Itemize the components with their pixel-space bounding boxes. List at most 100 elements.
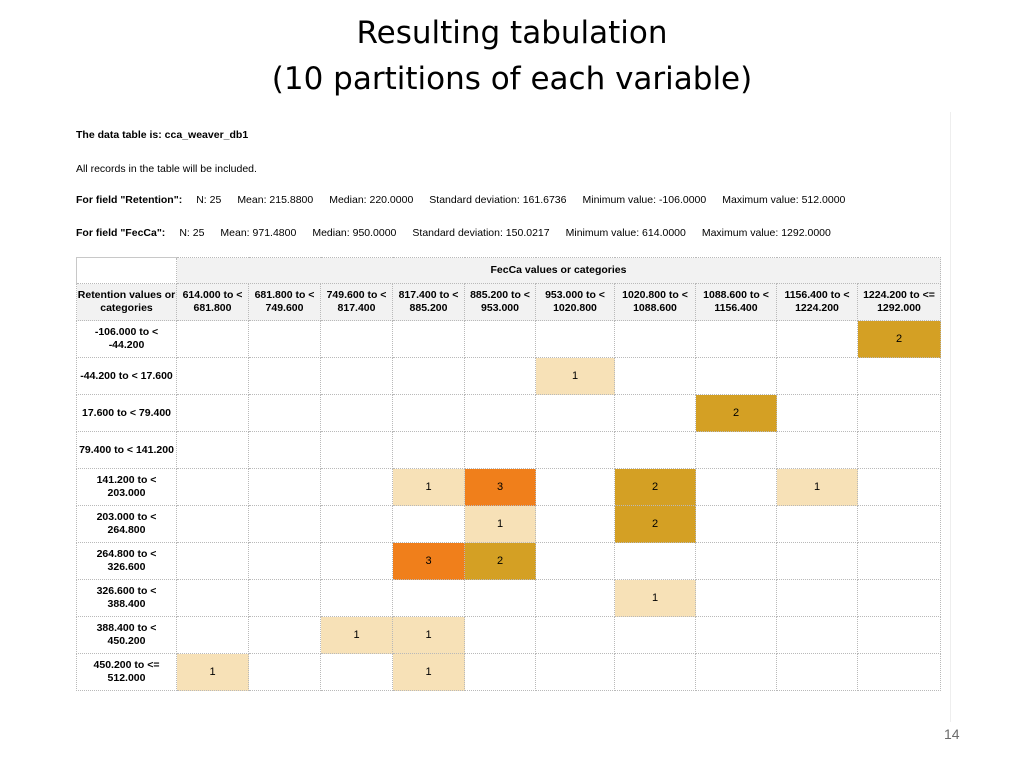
count-cell: 1: [776, 468, 858, 506]
count-cell: [857, 431, 941, 469]
fecca-stats: For field "FecCa": N: 25 Mean: 971.4800 Med…: [76, 227, 847, 239]
column-header-row: Retention values or categories 614.000 t…: [76, 283, 941, 321]
data-table-line: The data table is: cca_weaver_db1: [76, 129, 262, 141]
count-cell: [695, 468, 777, 506]
count-cell: [464, 579, 536, 617]
count-cell: [176, 394, 249, 432]
count-cell: [320, 579, 393, 617]
count-cell: [776, 616, 858, 654]
count-cell: [776, 505, 858, 543]
count-cell: [248, 505, 321, 543]
count-cell: [776, 579, 858, 617]
count-cell: [464, 653, 536, 691]
page-number: 14: [944, 726, 960, 742]
count-cell: [320, 394, 393, 432]
count-cell: [248, 394, 321, 432]
count-cell: [464, 394, 536, 432]
count-cell: [248, 616, 321, 654]
column-header: 1088.600 to < 1156.400: [695, 283, 777, 321]
count-cell: [535, 320, 615, 358]
count-cell: [320, 357, 393, 395]
table-row: 326.600 to < 388.400 1: [76, 579, 941, 617]
table-row: 203.000 to < 264.800 1 2: [76, 505, 941, 543]
count-cell: 1: [176, 653, 249, 691]
count-cell: [248, 542, 321, 580]
table-row: 388.400 to < 450.200 1 1: [76, 616, 941, 654]
count-cell: [535, 394, 615, 432]
count-cell: 1: [392, 653, 465, 691]
count-cell: [857, 357, 941, 395]
fecca-field-label: For field "FecCa":: [76, 227, 166, 239]
row-header: 203.000 to < 264.800: [76, 505, 177, 543]
retention-min: Minimum value: -106.0000: [582, 194, 707, 206]
data-table-label: The data table is: cca_weaver_db1: [76, 129, 249, 141]
column-header: 749.600 to < 817.400: [320, 283, 393, 321]
count-cell: [535, 505, 615, 543]
count-cell: [535, 542, 615, 580]
count-cell: 2: [695, 394, 777, 432]
column-header: 885.200 to < 953.000: [464, 283, 536, 321]
count-cell: [614, 653, 696, 691]
column-header: 1156.400 to < 1224.200: [776, 283, 858, 321]
count-cell: 1: [614, 579, 696, 617]
row-group-header: Retention values or categories: [76, 283, 177, 321]
count-cell: [776, 357, 858, 395]
table-row: 264.800 to < 326.600 3 2: [76, 542, 941, 580]
count-cell: [176, 505, 249, 543]
slide-title: Resulting tabulation (10 partitions of e…: [0, 10, 1024, 102]
column-header: 1224.200 to <= 1292.000: [857, 283, 941, 321]
fecca-n: N: 25: [179, 227, 205, 239]
count-cell: 1: [392, 616, 465, 654]
count-cell: [535, 616, 615, 654]
count-cell: [464, 431, 536, 469]
column-header: 953.000 to < 1020.800: [535, 283, 615, 321]
count-cell: 3: [464, 468, 536, 506]
count-cell: [535, 468, 615, 506]
table-row: 79.400 to < 141.200: [76, 431, 941, 469]
count-cell: [392, 394, 465, 432]
count-cell: [320, 431, 393, 469]
count-cell: [176, 616, 249, 654]
count-cell: [176, 579, 249, 617]
table-row: -106.000 to < -44.200 2: [76, 320, 941, 358]
count-cell: [248, 579, 321, 617]
row-header: 79.400 to < 141.200: [76, 431, 177, 469]
table-row: -44.200 to < 17.600 1: [76, 357, 941, 395]
count-cell: [176, 357, 249, 395]
row-header: 17.600 to < 79.400: [76, 394, 177, 432]
count-cell: [176, 431, 249, 469]
row-header: 450.200 to <= 512.000: [76, 653, 177, 691]
count-cell: [320, 653, 393, 691]
slide-title-line-1: Resulting tabulation: [356, 15, 668, 51]
retention-field-label: For field "Retention":: [76, 194, 183, 206]
count-cell: [776, 431, 858, 469]
column-header: 681.800 to < 749.600: [248, 283, 321, 321]
retention-stats: For field "Retention": N: 25 Mean: 215.880…: [76, 194, 861, 206]
records-line: All records in the table will be include…: [76, 163, 257, 175]
count-cell: [320, 505, 393, 543]
column-header: 1020.800 to < 1088.600: [614, 283, 696, 321]
tabulation-panel: The data table is: cca_weaver_db1 All re…: [76, 118, 944, 698]
count-cell: [464, 320, 536, 358]
column-group-header: FecCa values or categories: [176, 257, 941, 284]
count-cell: [176, 542, 249, 580]
slide-title-line-2: (10 partitions of each variable): [271, 61, 753, 97]
table-row: 450.200 to <= 512.000 1 1: [76, 653, 941, 691]
count-cell: [248, 468, 321, 506]
panel-divider: [950, 112, 951, 722]
count-cell: [614, 320, 696, 358]
count-cell: [857, 542, 941, 580]
retention-n: N: 25: [196, 194, 222, 206]
table-row: 141.200 to < 203.000 1 3 2 1: [76, 468, 941, 506]
corner-cell: [76, 257, 177, 284]
count-cell: [695, 579, 777, 617]
row-header: 141.200 to < 203.000: [76, 468, 177, 506]
count-cell: [776, 320, 858, 358]
count-cell: [857, 579, 941, 617]
row-header: -106.000 to < -44.200: [76, 320, 177, 358]
count-cell: [535, 579, 615, 617]
count-cell: [614, 431, 696, 469]
count-cell: [392, 357, 465, 395]
count-cell: 2: [857, 320, 941, 358]
retention-mean: Mean: 215.8800: [237, 194, 314, 206]
